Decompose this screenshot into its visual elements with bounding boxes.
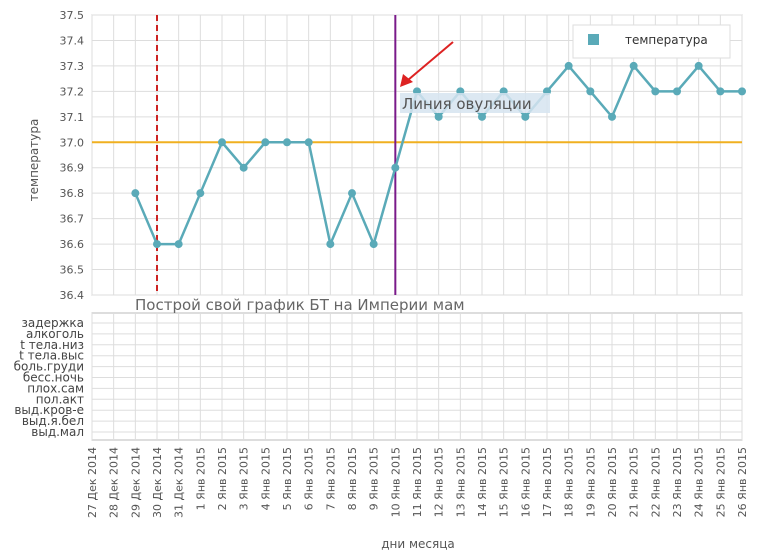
- row-label: алкоголь: [26, 327, 84, 341]
- x-tick-label: 23 Янв 2015: [671, 447, 684, 517]
- row-label: выд.я.бел: [22, 414, 84, 428]
- point: [478, 112, 486, 121]
- y-tick-label: 36.5: [60, 264, 85, 277]
- x-tick-label: 29 Дек 2014: [129, 447, 142, 518]
- x-tick-label: 25 Янв 2015: [714, 447, 727, 517]
- y-tick-label: 37.2: [60, 85, 85, 98]
- point: [434, 112, 443, 121]
- y-tick-label: 37.5: [60, 9, 85, 22]
- point: [304, 138, 313, 147]
- point: [261, 138, 270, 147]
- x-tick-label: 4 Янв 2015: [259, 447, 272, 510]
- point: [629, 61, 638, 70]
- row-label: боль.груди: [14, 360, 84, 374]
- legend-label: температура: [625, 33, 708, 47]
- y-tick-label: 37.4: [60, 34, 85, 47]
- x-tick-label: 1 Янв 2015: [194, 447, 207, 510]
- point: [348, 189, 356, 198]
- row-label: выд.мал: [31, 425, 84, 439]
- point: [651, 87, 660, 96]
- y-tick-label: 37.3: [60, 60, 85, 73]
- x-axis-label: дни месяца: [381, 537, 455, 551]
- point: [131, 189, 140, 198]
- x-tick-label: 27 Дек 2014: [86, 447, 99, 518]
- x-tick-label: 3 Янв 2015: [238, 447, 251, 510]
- point: [521, 112, 530, 121]
- x-tick-label: 13 Янв 2015: [454, 447, 467, 517]
- x-tick-label: 31 Дек 2014: [173, 447, 186, 518]
- point: [239, 163, 248, 172]
- annotation-arrow: [407, 41, 454, 81]
- row-label: t тела.выс: [19, 349, 84, 363]
- x-tick-label: 26 Янв 2015: [736, 447, 749, 517]
- row-label: плох.сам: [27, 381, 84, 395]
- x-tick-label: 30 Дек 2014: [151, 447, 164, 518]
- point: [218, 138, 226, 147]
- point: [564, 61, 573, 70]
- x-tick-label: 2 Янв 2015: [216, 447, 229, 510]
- x-tick-label: 24 Янв 2015: [693, 447, 706, 517]
- point: [673, 87, 681, 96]
- y-tick-label: 36.7: [60, 213, 85, 226]
- x-tick-label: 10 Янв 2015: [389, 447, 402, 517]
- y-tick-label: 36.6: [60, 238, 85, 251]
- x-tick-label: 6 Янв 2015: [303, 447, 316, 510]
- row-label: пол.акт: [36, 392, 84, 406]
- row-label: t тела.низ: [20, 338, 84, 352]
- x-tick-label: 5 Янв 2015: [281, 447, 294, 510]
- point: [283, 138, 291, 147]
- point: [196, 189, 205, 198]
- point: [369, 240, 378, 249]
- annotation: Линия овуляции: [402, 95, 532, 113]
- x-tick-label: 18 Янв 2015: [563, 447, 576, 517]
- x-tick-label: 21 Янв 2015: [628, 447, 641, 517]
- point: [174, 240, 183, 249]
- annotation-box: [400, 93, 550, 113]
- row-label: выд.кров-е: [14, 403, 84, 417]
- point: [608, 112, 616, 121]
- row-label: задержка: [22, 316, 84, 330]
- y-tick-label: 36.4: [60, 289, 85, 302]
- x-tick-label: 11 Янв 2015: [411, 447, 424, 517]
- legend-swatch: [588, 34, 599, 45]
- x-tick-label: 28 Дек 2014: [108, 447, 121, 518]
- x-tick-label: 16 Янв 2015: [519, 447, 532, 517]
- point: [391, 163, 400, 172]
- x-tick-label: 17 Янв 2015: [541, 447, 554, 517]
- x-tick-label: 14 Янв 2015: [476, 447, 489, 517]
- x-tick-label: 7 Янв 2015: [324, 447, 337, 510]
- subtitle: Построй свой график БТ на Империи мам: [135, 296, 465, 314]
- point: [694, 61, 703, 70]
- x-tick-label: 9 Янв 2015: [368, 447, 381, 510]
- y-axis-label: температура: [27, 119, 41, 202]
- point: [326, 240, 335, 249]
- point: [716, 87, 725, 96]
- y-tick-label: 37.1: [60, 111, 85, 124]
- annotation-arrowhead: [400, 74, 413, 87]
- point: [738, 87, 746, 96]
- y-tick-label: 36.8: [60, 187, 85, 200]
- x-tick-label: 19 Янв 2015: [584, 447, 597, 517]
- x-tick-label: 15 Янв 2015: [498, 447, 511, 517]
- legend-box: [572, 24, 731, 59]
- point: [586, 87, 595, 96]
- row-label: бесс.ночь: [23, 371, 84, 385]
- x-tick-label: 8 Янв 2015: [346, 447, 359, 510]
- x-tick-label: 20 Янв 2015: [606, 447, 619, 517]
- point: [153, 240, 161, 249]
- x-tick-label: 12 Янв 2015: [433, 447, 446, 517]
- y-tick-label: 37.0: [60, 136, 85, 149]
- x-tick-label: 22 Янв 2015: [649, 447, 662, 517]
- y-tick-label: 36.9: [60, 162, 85, 175]
